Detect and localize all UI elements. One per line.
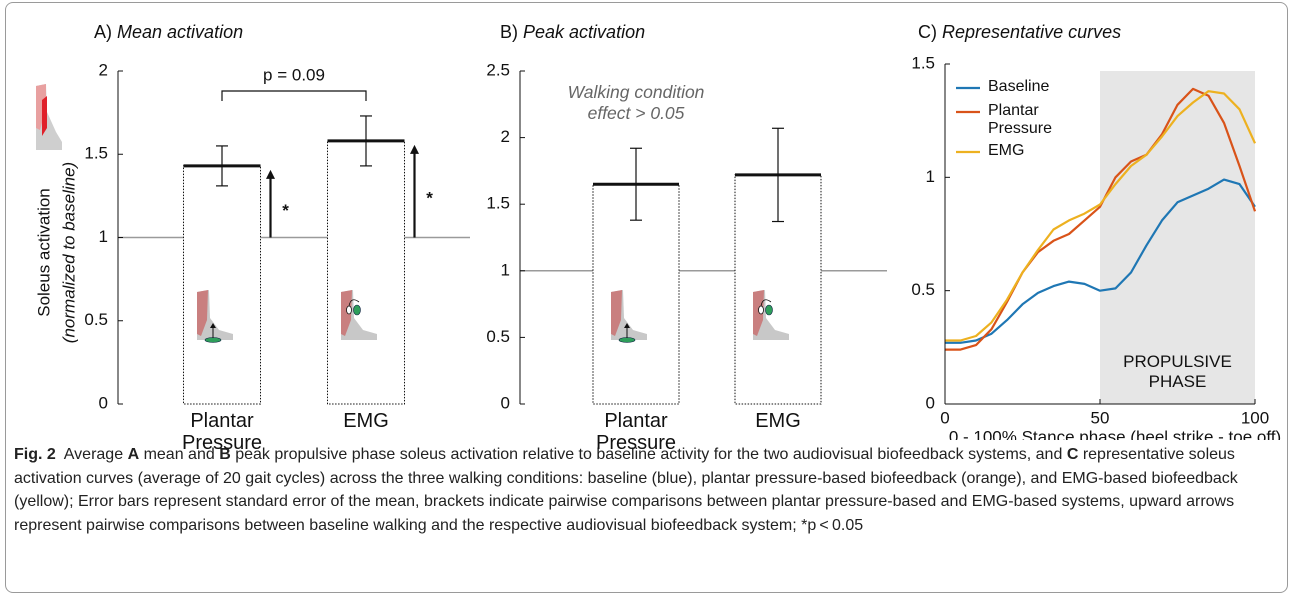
foot-icon xyxy=(197,290,233,343)
electrode xyxy=(765,304,773,316)
caption-label: Fig. 2 xyxy=(14,446,56,463)
x-tick-label: 0 xyxy=(940,408,949,427)
y-tick-label: 1 xyxy=(926,167,935,186)
comparison-arrowhead xyxy=(410,144,419,154)
panel-title-text: Representative curves xyxy=(942,22,1122,42)
y-axis-sublabel: (normalized to baseline) xyxy=(59,162,78,343)
muscle-shape xyxy=(611,290,622,336)
x-category-label: EMG xyxy=(755,410,801,432)
series-line xyxy=(945,87,1257,351)
comparison-bracket xyxy=(221,90,367,101)
leg-icon xyxy=(36,84,62,150)
y-tick-label: 0.5 xyxy=(84,310,108,329)
comparison-arrowhead xyxy=(266,169,275,179)
sensor xyxy=(204,337,222,343)
sensor-arrowhead xyxy=(210,323,216,328)
charts: * * p = 0.09 0 0.5 1 1.5 2 Soleus activation (nor… xyxy=(34,53,1281,440)
annotation: Walking condition effect > 0.05 xyxy=(567,82,705,123)
comparison-label: p = 0.09 xyxy=(263,65,325,84)
panel-title-text: Peak activation xyxy=(523,22,646,42)
x-axis-label: 0 - 100% Stance phase (heel strike - toe… xyxy=(949,427,1281,440)
series-line xyxy=(945,90,1257,342)
muscle-shape xyxy=(341,290,352,336)
series-line xyxy=(945,178,1256,344)
y-tick-label: 2 xyxy=(99,60,108,79)
panel-title-text: Mean activation xyxy=(117,22,244,42)
y-tick-label: 2 xyxy=(501,127,510,146)
y-tick-label: 1.5 xyxy=(84,144,108,163)
legend-label: Baseline xyxy=(988,78,1050,95)
electrode xyxy=(346,305,352,315)
electrode-wire xyxy=(348,299,360,307)
y-tick-label: 1.5 xyxy=(486,194,510,213)
foot-icon xyxy=(753,290,789,340)
y-tick-label: 2.5 xyxy=(486,60,510,79)
y-tick-label: 0.5 xyxy=(486,327,510,346)
y-tick-label: 1 xyxy=(99,227,108,246)
muscle-shape xyxy=(197,290,208,336)
caption-panel-ref: A xyxy=(127,446,140,463)
bar xyxy=(592,183,680,405)
legend-label: Plantar Pressure xyxy=(988,102,1053,137)
electrode xyxy=(758,305,764,315)
muscle-shape xyxy=(753,290,764,336)
panel-title: C) Representative curves xyxy=(918,22,1121,43)
bar xyxy=(327,140,405,405)
panel-title: A) Mean activation xyxy=(94,22,243,43)
sensor xyxy=(618,337,636,343)
x-tick-label: 50 xyxy=(1091,408,1110,427)
panel-label: A) xyxy=(94,22,112,42)
panel-title: B) Peak activation xyxy=(500,22,645,43)
significance-marker: * xyxy=(282,201,289,220)
legend-label: EMG xyxy=(988,142,1025,159)
shaded-region xyxy=(1100,71,1255,404)
y-tick-label: 1 xyxy=(501,260,510,279)
bar xyxy=(183,165,261,405)
foot-icon xyxy=(341,290,377,340)
caption-panel-ref: C xyxy=(1066,446,1079,463)
y-tick-label: 0.5 xyxy=(911,280,935,299)
panel-label: C) xyxy=(918,22,937,42)
caption-text: peak propulsive phase soleus activation … xyxy=(235,446,1063,463)
sensor-arrowhead xyxy=(624,323,630,328)
y-axis-label: Soleus activation xyxy=(34,188,53,317)
electrode xyxy=(353,304,361,316)
x-category-label: Plantar Pressure xyxy=(595,410,677,454)
y-tick-label: 0 xyxy=(501,393,510,412)
figure-frame xyxy=(5,2,1288,593)
x-category-label: EMG xyxy=(343,410,389,432)
caption-text: representative soleus activation curves … xyxy=(14,446,1238,534)
x-tick-label: 100 xyxy=(1241,408,1269,427)
caption-text: Average xyxy=(63,446,124,463)
foot-icon xyxy=(611,290,647,343)
caption-panel-ref: B xyxy=(219,446,231,463)
y-tick-label: 1.5 xyxy=(911,53,935,72)
caption-text: mean and xyxy=(143,446,215,463)
y-tick-label: 0 xyxy=(99,393,108,412)
significance-marker: * xyxy=(426,189,433,208)
x-category-label: Plantar Pressure xyxy=(181,410,263,454)
electrode-wire xyxy=(760,299,772,307)
caption: Fig. 2 Average A mean and B peak propuls… xyxy=(14,443,1276,537)
shaded-region-label: PROPULSIVE PHASE xyxy=(1123,352,1232,391)
panel-label: B) xyxy=(500,22,518,42)
y-tick-label: 0 xyxy=(926,393,935,412)
